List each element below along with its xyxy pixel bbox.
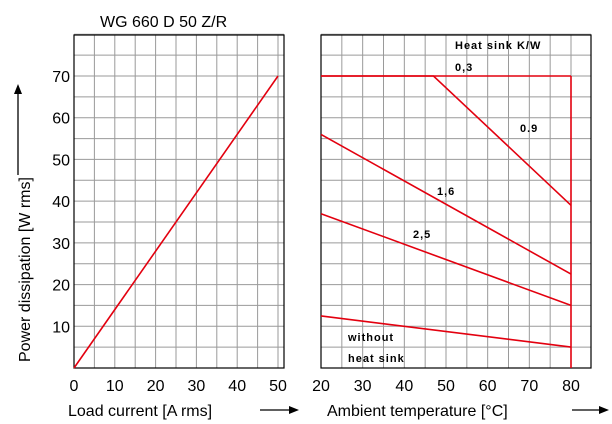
x-tick-label: 80 bbox=[562, 378, 580, 395]
tick-labels: 0 10 20 30 40 50 20 30 40 50 60 70 80 10 20 30 40 50 60 70 bbox=[52, 69, 580, 395]
panel-frame bbox=[320, 34, 592, 369]
y-axis-arrow bbox=[14, 84, 22, 175]
x-tick-label: 40 bbox=[228, 378, 246, 395]
series-line-0-0 bbox=[73, 75, 279, 369]
series-label-heat-sink: heat sink bbox=[348, 353, 405, 365]
x-tick-label: 20 bbox=[312, 378, 330, 395]
series-lines bbox=[73, 75, 572, 369]
x-tick-label: 30 bbox=[188, 378, 206, 395]
x-axis-arrow-current bbox=[260, 406, 299, 414]
series-label-2-5: 2,5 bbox=[413, 229, 431, 241]
chart-title: WG 660 D 50 Z/R bbox=[100, 14, 227, 31]
x-tick-label: 60 bbox=[479, 378, 497, 395]
y-tick-label: 60 bbox=[52, 111, 70, 128]
x-axis-label-current: Load current [A rms] bbox=[68, 403, 212, 420]
legend-title: Heat sink K/W bbox=[455, 40, 541, 52]
y-tick-label: 70 bbox=[52, 69, 70, 86]
x-axis-label-temperature: Ambient temperature [°C] bbox=[327, 403, 508, 420]
x-tick-label: 40 bbox=[395, 378, 413, 395]
x-tick-label: 0 bbox=[70, 378, 79, 395]
series-line-1-1 bbox=[321, 75, 572, 206]
y-tick-label: 20 bbox=[52, 278, 70, 295]
series-label-0-3: 0,3 bbox=[455, 62, 473, 74]
x-tick-label: 50 bbox=[437, 378, 455, 395]
series-line-1-2 bbox=[320, 133, 572, 275]
y-tick-label: 40 bbox=[52, 194, 70, 211]
axes-frame bbox=[73, 34, 592, 369]
y-tick-label: 50 bbox=[52, 152, 70, 169]
y-tick-label: 10 bbox=[52, 319, 70, 336]
series-line-1-3 bbox=[320, 212, 572, 307]
series-label-without: without bbox=[347, 332, 394, 344]
x-tick-label: 30 bbox=[354, 378, 372, 395]
x-tick-label: 70 bbox=[520, 378, 538, 395]
x-tick-label: 50 bbox=[269, 378, 287, 395]
panel-frame bbox=[73, 34, 285, 369]
series-label-0-9: 0.9 bbox=[520, 123, 538, 135]
series-line-1-4 bbox=[320, 315, 572, 348]
y-axis-label: Power dissipation [W rms] bbox=[17, 177, 34, 362]
series-label-1-6: 1,6 bbox=[437, 186, 455, 198]
x-axis-arrow-temperature bbox=[572, 406, 609, 414]
x-tick-label: 20 bbox=[147, 378, 165, 395]
y-tick-label: 30 bbox=[52, 236, 70, 253]
x-tick-label: 10 bbox=[106, 378, 124, 395]
